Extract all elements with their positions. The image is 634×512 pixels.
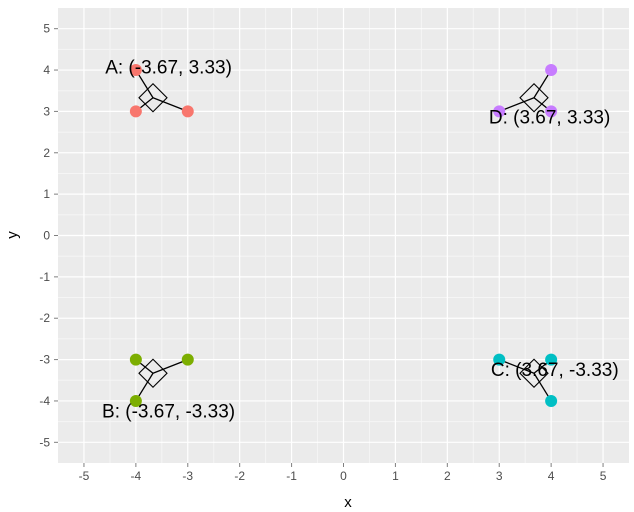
data-point-d — [493, 105, 506, 118]
data-point-c — [545, 394, 558, 407]
y-tick-label: 1 — [43, 187, 50, 201]
data-point-c — [493, 353, 506, 366]
y-tick-label: 3 — [43, 104, 50, 118]
data-point-c — [545, 353, 558, 366]
y-tick-label: 4 — [43, 63, 50, 77]
y-tick-label: -3 — [39, 353, 50, 367]
point-labels: A: (-3.67, 3.33) B: (-3.67, -3.33) C: (3.6… — [102, 58, 619, 423]
x-tick-label: 0 — [340, 469, 347, 483]
centroid-markers — [138, 82, 549, 389]
x-tick-label: -4 — [131, 469, 142, 483]
y-tick-label: -4 — [39, 394, 50, 408]
y-tick-label: 5 — [43, 22, 50, 36]
x-tick-label: 1 — [392, 469, 399, 483]
grid-major — [58, 8, 629, 463]
y-tick-label: 2 — [43, 146, 50, 160]
data-point-d — [545, 105, 558, 118]
point-label-a: A: (-3.67, 3.33) — [105, 58, 232, 79]
data-point-a — [181, 105, 194, 118]
data-point-a — [129, 64, 142, 77]
centroid-diamond-d — [519, 82, 549, 113]
centroid-diamond-b — [138, 358, 168, 389]
x-axis-title: x — [344, 494, 352, 511]
x-axis: -5 -4 -3 -2 -1 0 1 2 3 4 5 — [79, 463, 607, 483]
centroid-link — [498, 97, 535, 113]
data-points — [129, 64, 558, 407]
data-point-a — [129, 105, 142, 118]
x-tick-label: -3 — [182, 469, 193, 483]
centroid-links — [135, 69, 552, 402]
y-axis-title: y — [4, 231, 21, 239]
y-tick-label: -5 — [39, 435, 50, 449]
x-tick-label: 5 — [600, 469, 607, 483]
x-tick-label: -5 — [79, 469, 90, 483]
x-tick-label: 3 — [496, 469, 503, 483]
point-label-d: D: (3.67, 3.33) — [489, 107, 610, 128]
y-tick-label: -1 — [39, 270, 50, 284]
data-point-d — [545, 64, 558, 77]
centroid-diamond-c — [519, 358, 549, 389]
x-tick-label: -1 — [286, 469, 297, 483]
centroid-diamond-a — [138, 82, 168, 113]
centroid-link — [152, 358, 189, 374]
point-label-b: B: (-3.67, -3.33) — [102, 401, 235, 422]
y-tick-label: 0 — [43, 229, 50, 243]
data-point-b — [181, 353, 194, 366]
point-label-c: C: (3.67, -3.33) — [491, 360, 619, 381]
centroid-link — [152, 97, 189, 113]
data-point-b — [129, 394, 142, 407]
x-tick-label: 4 — [548, 469, 555, 483]
x-tick-label: 2 — [444, 469, 451, 483]
data-point-b — [129, 353, 142, 366]
x-tick-label: -2 — [234, 469, 245, 483]
y-tick-label: -2 — [39, 311, 50, 325]
centroid-link — [498, 358, 535, 374]
y-axis: -5 -4 -3 -2 -1 0 1 2 3 4 5 — [39, 22, 58, 449]
